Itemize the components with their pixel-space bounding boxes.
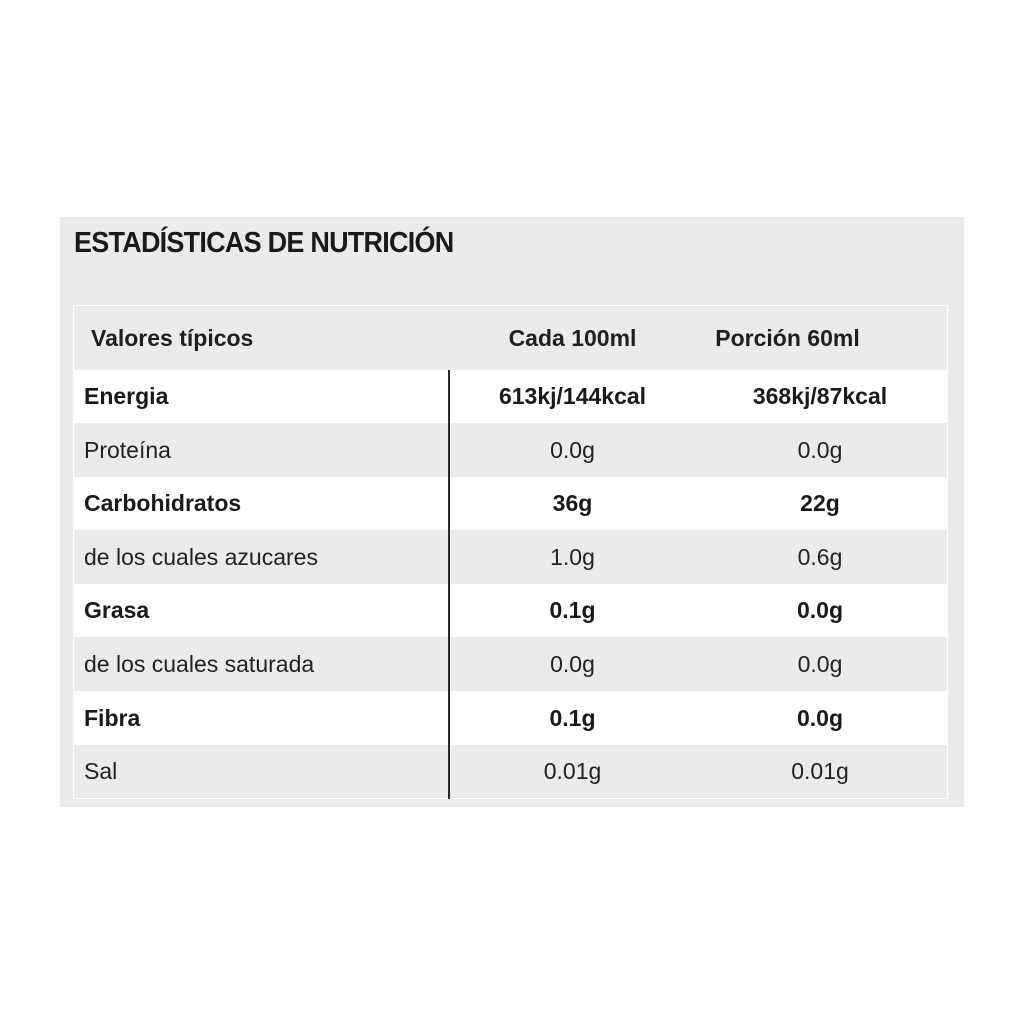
row-portion-value: 0.0g: [797, 650, 843, 677]
row-per100-value: 0.01g: [543, 758, 602, 784]
header-per-100ml: Cada 100ml: [508, 324, 637, 351]
row-per100-value: 36g: [552, 490, 593, 516]
row-portion-value: 0.0g: [797, 436, 843, 463]
table-row: de los cuales saturada 0.0g 0.0g: [74, 637, 947, 691]
row-label: Grasa: [84, 597, 150, 623]
row-label: Fibra: [84, 704, 141, 731]
table-row: Carbohidratos 36g 22g: [74, 477, 947, 530]
table-row: Sal 0.01g 0.01g: [74, 745, 947, 798]
nutrition-table: Valores típicos Cada 100ml Porción 60ml …: [73, 305, 948, 799]
row-per100-value: 613kj/144kcal: [498, 383, 647, 409]
row-per100-value: 1.0g: [550, 543, 595, 570]
row-per100-value: 0.1g: [549, 704, 596, 731]
panel-title: ESTADÍSTICAS DE NUTRICIÓN: [74, 227, 454, 259]
row-label: Energia: [84, 383, 169, 409]
row-per100-value: 0.1g: [549, 597, 596, 623]
table-row: Proteína 0.0g 0.0g: [74, 423, 947, 477]
table-row: Energia 613kj/144kcal 368kj/87kcal: [74, 370, 947, 423]
row-per100-value: 0.0g: [550, 436, 595, 463]
row-per100-value: 0.0g: [550, 650, 595, 677]
row-portion-value: 0.0g: [796, 704, 844, 731]
nutrition-panel: ESTADÍSTICAS DE NUTRICIÓN Valores típico…: [60, 217, 964, 807]
row-label: de los cuales saturada: [84, 650, 315, 677]
header-typical-values: Valores típicos: [91, 324, 254, 351]
table-header-row: Valores típicos Cada 100ml Porción 60ml: [74, 306, 947, 370]
row-portion-value: 0.6g: [797, 543, 843, 570]
column-divider: [448, 370, 450, 799]
row-label: Sal: [84, 758, 118, 784]
row-portion-value: 0.0g: [796, 597, 844, 623]
table-row: Grasa 0.1g 0.0g: [74, 584, 947, 637]
table-row: Fibra 0.1g 0.0g: [74, 691, 947, 745]
table-row: de los cuales azucares 1.0g 0.6g: [74, 530, 947, 584]
row-portion-value: 22g: [800, 490, 840, 516]
row-label: Proteína: [84, 436, 171, 463]
row-label: Carbohidratos: [84, 490, 242, 516]
row-portion-value: 0.01g: [791, 758, 849, 784]
header-portion-60ml: Porción 60ml: [715, 324, 860, 351]
row-label: de los cuales azucares: [84, 543, 318, 570]
row-portion-value: 368kj/87kcal: [752, 383, 888, 409]
